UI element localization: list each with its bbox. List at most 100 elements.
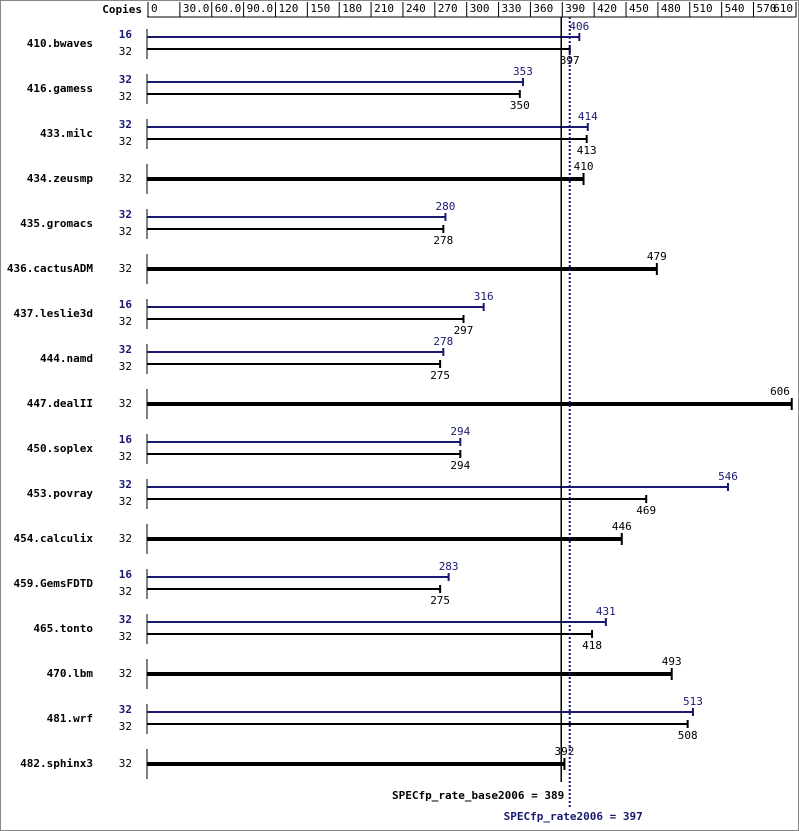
value-label: 406 bbox=[569, 20, 589, 33]
benchmark-name: 416.gamess bbox=[27, 82, 93, 95]
value-label: 294 bbox=[450, 425, 470, 438]
x-tick-label: 30.0 bbox=[183, 2, 210, 15]
value-label: 278 bbox=[433, 335, 453, 348]
copies: 32 bbox=[119, 532, 132, 545]
bar bbox=[147, 402, 792, 406]
x-tick-label: 570 bbox=[757, 2, 777, 15]
copies: 32 bbox=[119, 45, 132, 58]
x-tick-label: 180 bbox=[342, 2, 362, 15]
copies: 32 bbox=[119, 397, 132, 410]
value-label: 513 bbox=[683, 695, 703, 708]
value-label: 353 bbox=[513, 65, 533, 78]
value-label: 431 bbox=[596, 605, 616, 618]
peak-score-label: SPECfp_rate2006 = 397 bbox=[504, 810, 643, 823]
value-label: 446 bbox=[612, 520, 632, 533]
value-label: 508 bbox=[678, 729, 698, 742]
benchmark-name: 447.dealII bbox=[27, 397, 93, 410]
bar bbox=[147, 537, 622, 541]
bar bbox=[147, 267, 657, 271]
x-tick-label: 90.0 bbox=[247, 2, 274, 15]
x-tick-label: 420 bbox=[597, 2, 617, 15]
copies: 32 bbox=[119, 343, 132, 356]
x-tick-label: 300 bbox=[470, 2, 490, 15]
copies: 32 bbox=[119, 208, 132, 221]
x-tick-label: 390 bbox=[565, 2, 585, 15]
value-label: 413 bbox=[577, 144, 597, 157]
copies: 32 bbox=[119, 703, 132, 716]
copies: 16 bbox=[119, 28, 133, 41]
value-label: 294 bbox=[450, 459, 470, 472]
benchmark-name: 435.gromacs bbox=[20, 217, 93, 230]
benchmark-name: 481.wrf bbox=[47, 712, 93, 725]
copies: 32 bbox=[119, 73, 132, 86]
x-tick-label: 540 bbox=[725, 2, 745, 15]
benchmark-name: 453.povray bbox=[27, 487, 94, 500]
value-label: 546 bbox=[718, 470, 738, 483]
value-label: 397 bbox=[560, 54, 580, 67]
bar bbox=[147, 672, 672, 676]
copies: 32 bbox=[119, 757, 132, 770]
benchmark-name: 450.soplex bbox=[27, 442, 94, 455]
benchmark-name: 482.sphinx3 bbox=[20, 757, 93, 770]
copies: 32 bbox=[119, 90, 132, 103]
x-tick-label: 240 bbox=[406, 2, 426, 15]
benchmark-name: 436.cactusADM bbox=[7, 262, 93, 275]
x-tick-label: 270 bbox=[438, 2, 458, 15]
benchmark-name: 470.lbm bbox=[47, 667, 94, 680]
value-label: 414 bbox=[578, 110, 598, 123]
copies: 32 bbox=[119, 262, 132, 275]
x-tick-label: 210 bbox=[374, 2, 394, 15]
value-label: 410 bbox=[574, 160, 594, 173]
base-score-label: SPECfp_rate_base2006 = 389 bbox=[392, 789, 564, 802]
value-label: 392 bbox=[554, 745, 574, 758]
value-label: 606 bbox=[770, 385, 790, 398]
copies: 32 bbox=[119, 360, 132, 373]
value-label: 469 bbox=[636, 504, 656, 517]
value-label: 283 bbox=[439, 560, 459, 573]
benchmark-name: 465.tonto bbox=[33, 622, 93, 635]
x-tick-label: 0 bbox=[151, 2, 158, 15]
copies: 32 bbox=[119, 667, 132, 680]
copies: 32 bbox=[119, 495, 132, 508]
value-label: 280 bbox=[436, 200, 456, 213]
value-label: 350 bbox=[510, 99, 530, 112]
x-tick-label: 150 bbox=[310, 2, 330, 15]
benchmark-name: 454.calculix bbox=[14, 532, 94, 545]
benchmark-name: 433.milc bbox=[40, 127, 93, 140]
x-tick-label: 60.0 bbox=[215, 2, 242, 15]
value-label: 278 bbox=[433, 234, 453, 247]
benchmark-name: 434.zeusmp bbox=[27, 172, 94, 185]
x-tick-label: 450 bbox=[629, 2, 649, 15]
copies: 16 bbox=[119, 568, 133, 581]
copies: 16 bbox=[119, 433, 133, 446]
copies: 32 bbox=[119, 450, 132, 463]
value-label: 275 bbox=[430, 594, 450, 607]
x-tick-label: 610 bbox=[773, 2, 793, 15]
benchmark-name: 444.namd bbox=[40, 352, 93, 365]
copies: 32 bbox=[119, 135, 132, 148]
benchmark-name: 437.leslie3d bbox=[14, 307, 93, 320]
copies: 32 bbox=[119, 225, 132, 238]
x-tick-label: 510 bbox=[693, 2, 713, 15]
value-label: 479 bbox=[647, 250, 667, 263]
copies: 32 bbox=[119, 585, 132, 598]
value-label: 275 bbox=[430, 369, 450, 382]
benchmark-name: 459.GemsFDTD bbox=[14, 577, 94, 590]
copies-header: Copies bbox=[102, 3, 142, 16]
value-label: 418 bbox=[582, 639, 602, 652]
benchmark-name: 410.bwaves bbox=[27, 37, 93, 50]
copies: 32 bbox=[119, 613, 132, 626]
copies: 32 bbox=[119, 118, 132, 131]
x-tick-label: 480 bbox=[661, 2, 681, 15]
x-tick-label: 120 bbox=[278, 2, 298, 15]
value-label: 297 bbox=[454, 324, 474, 337]
x-tick-label: 330 bbox=[502, 2, 522, 15]
value-label: 493 bbox=[662, 655, 682, 668]
copies: 32 bbox=[119, 630, 132, 643]
copies: 32 bbox=[119, 720, 132, 733]
x-tick-label: 360 bbox=[533, 2, 553, 15]
value-label: 316 bbox=[474, 290, 494, 303]
copies: 32 bbox=[119, 478, 132, 491]
bar bbox=[147, 762, 565, 766]
